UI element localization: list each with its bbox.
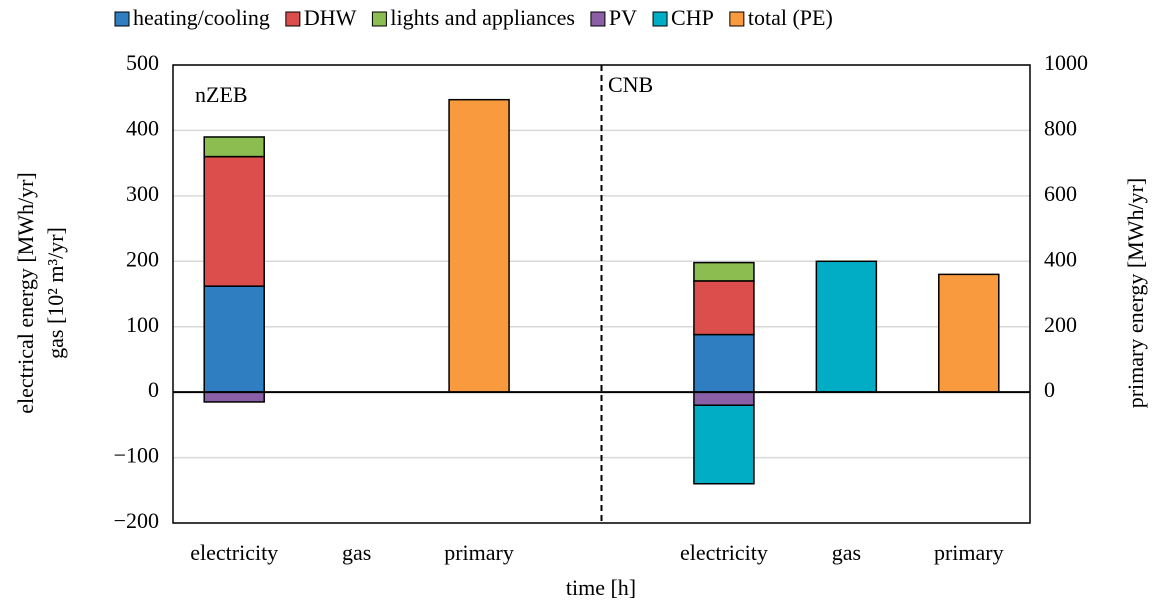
y-tick-label: 200 bbox=[126, 246, 159, 271]
legend-swatch bbox=[114, 11, 130, 27]
bar bbox=[203, 155, 265, 287]
plot-frame bbox=[172, 64, 1031, 524]
bar bbox=[693, 391, 755, 406]
y-tick-label: 0 bbox=[148, 377, 159, 402]
legend-swatch bbox=[285, 11, 301, 27]
bar bbox=[693, 261, 755, 282]
y2-axis-label: primary energy [MWh/yr] bbox=[1123, 178, 1148, 409]
bar bbox=[693, 333, 755, 393]
x-tick-label: electricity bbox=[680, 540, 768, 565]
y-tick-label: 400 bbox=[126, 115, 159, 140]
y-tick-label: 300 bbox=[126, 181, 159, 206]
legend-label: total (PE) bbox=[748, 5, 833, 30]
x-tick-label: primary bbox=[934, 540, 1004, 565]
y-tick-label: 100 bbox=[126, 312, 159, 337]
bar bbox=[448, 98, 510, 393]
y2-tick-label: 400 bbox=[1044, 246, 1077, 271]
y2-tick-label: 800 bbox=[1044, 115, 1077, 140]
y-tick-label: −100 bbox=[114, 443, 159, 468]
annotation: nZEB bbox=[195, 82, 248, 107]
y-tick-label: −200 bbox=[114, 508, 159, 533]
x-tick-label: gas bbox=[832, 540, 861, 565]
legend-swatch bbox=[590, 11, 606, 27]
legend-label: DHW bbox=[304, 5, 357, 30]
x-axis-label: time [h] bbox=[566, 575, 636, 600]
y2-tick-label: 600 bbox=[1044, 181, 1077, 206]
bar bbox=[203, 391, 265, 403]
bar bbox=[203, 285, 265, 393]
legend-label: CHP bbox=[671, 5, 714, 30]
x-tick-label: gas bbox=[342, 540, 371, 565]
y-axis-label: gas [10² m³/yr] bbox=[43, 227, 68, 359]
y2-tick-label: 1000 bbox=[1044, 50, 1088, 75]
bar bbox=[203, 136, 265, 158]
legend-swatch bbox=[729, 11, 745, 27]
bar bbox=[693, 404, 755, 485]
legend-label: PV bbox=[609, 5, 637, 30]
y2-tick-label: 200 bbox=[1044, 312, 1077, 337]
legend-swatch bbox=[652, 11, 668, 27]
x-tick-label: electricity bbox=[190, 540, 278, 565]
legend-swatch bbox=[371, 11, 387, 27]
y2-tick-label: 0 bbox=[1044, 377, 1055, 402]
y-axis-label: electrical energy [MWh/yr] bbox=[13, 172, 38, 413]
bar bbox=[693, 280, 755, 336]
bar bbox=[938, 273, 1000, 393]
x-tick-label: primary bbox=[444, 540, 514, 565]
legend-label: heating/cooling bbox=[133, 5, 270, 30]
bar bbox=[815, 260, 878, 393]
legend-label: lights and appliances bbox=[390, 5, 575, 30]
annotation: CNB bbox=[608, 72, 653, 97]
y-tick-label: 500 bbox=[126, 50, 159, 75]
